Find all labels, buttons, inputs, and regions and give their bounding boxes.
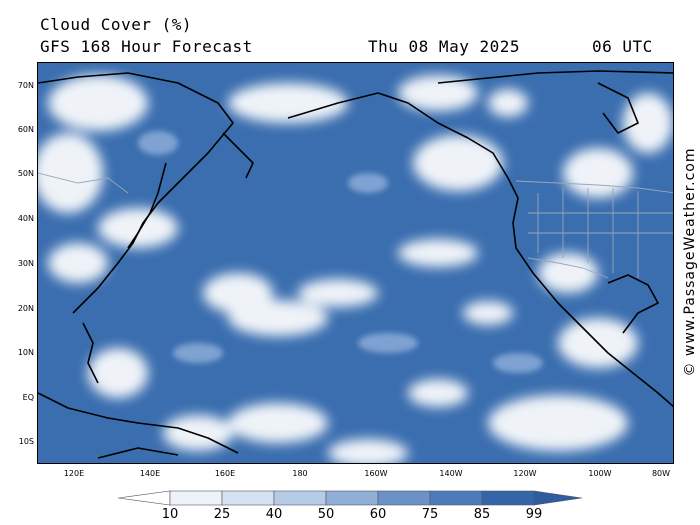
legend-segment-6	[429, 490, 483, 506]
legend-label-25: 25	[213, 507, 231, 522]
philippines	[82, 322, 99, 384]
legend-label-10: 10	[161, 507, 179, 522]
west-coast-americas	[512, 197, 673, 408]
lon-label-180: 180	[292, 469, 308, 478]
legend-segment-1	[169, 490, 223, 506]
legend-segment-0	[118, 490, 171, 506]
alaska-coast	[287, 92, 519, 199]
lon-label-120e: 120E	[63, 469, 85, 478]
lat-label-70n: 70N	[17, 81, 34, 90]
lat-label-40n: 40N	[17, 214, 34, 223]
us-canada-border	[515, 180, 673, 194]
legend-segment-3	[273, 490, 327, 506]
lat-label-30n: 30N	[17, 259, 34, 268]
legend-segment-8	[533, 490, 583, 506]
legend-label-75: 75	[421, 507, 439, 522]
lat-label-10n: 10N	[17, 348, 34, 357]
lat-label-10s: 10S	[18, 437, 34, 446]
forecast-time: 06 UTC	[592, 37, 653, 56]
gulf-of-mexico	[607, 274, 659, 334]
hudson-bay	[597, 82, 639, 134]
australia-coast	[97, 447, 179, 459]
clear-sky-patches	[38, 75, 673, 463]
lon-label-140e: 140E	[139, 469, 161, 478]
legend-segment-7	[481, 490, 535, 506]
coastlines	[38, 70, 673, 459]
legend-segment-4	[325, 490, 379, 506]
asia-borders	[38, 172, 129, 194]
lat-label-50n: 50N	[17, 169, 34, 178]
site-credit: © www.PassageWeather.com	[682, 147, 698, 377]
lat-label-eq: EQ	[22, 393, 34, 402]
asia-coast	[38, 72, 234, 314]
partly-cloudy-patches	[138, 131, 543, 373]
us-mexico-border	[527, 257, 609, 279]
cloud-cover-map[interactable]	[37, 62, 674, 464]
arctic-coast	[437, 70, 673, 84]
cloud-cover-legend	[118, 490, 583, 506]
legend-label-85: 85	[473, 507, 491, 522]
forecast-model-label: GFS 168 Hour Forecast	[40, 37, 253, 56]
lon-label-160e: 160E	[214, 469, 236, 478]
indonesia	[38, 392, 239, 454]
us-state-lines	[528, 188, 673, 278]
legend-label-99: 99	[525, 507, 543, 522]
japan-islands	[127, 162, 167, 249]
lat-label-60n: 60N	[17, 125, 34, 134]
kamchatka	[222, 132, 254, 179]
map-title: Cloud Cover (%)	[40, 15, 192, 34]
legend-label-50: 50	[317, 507, 335, 522]
map-canvas	[38, 63, 673, 463]
lat-label-20n: 20N	[17, 304, 34, 313]
lon-label-120w: 120W	[513, 469, 537, 478]
legend-segment-5	[377, 490, 431, 506]
lon-label-100w: 100W	[588, 469, 612, 478]
borders	[38, 172, 673, 279]
legend-label-60: 60	[369, 507, 387, 522]
lon-label-160w: 160W	[364, 469, 388, 478]
legend-label-40: 40	[265, 507, 283, 522]
lon-label-80w: 80W	[651, 469, 671, 478]
forecast-date: Thu 08 May 2025	[368, 37, 520, 56]
lon-label-140w: 140W	[439, 469, 463, 478]
legend-segment-2	[221, 490, 275, 506]
